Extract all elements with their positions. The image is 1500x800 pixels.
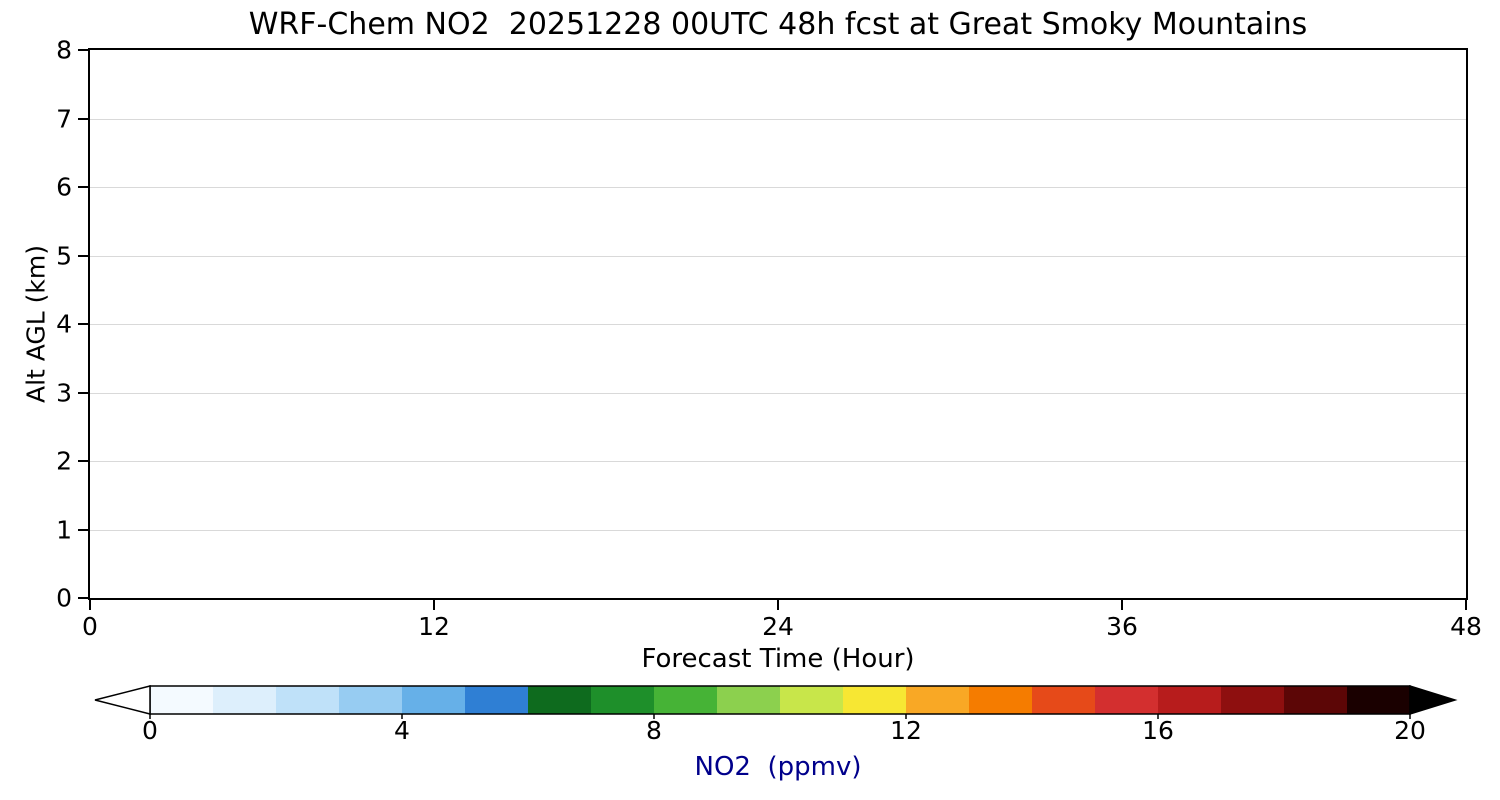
colorbar-label: NO2 (ppmv)	[694, 752, 862, 782]
colorbar-segment	[654, 686, 718, 714]
colorbar-tick-label: 0	[142, 716, 158, 745]
colorbar-segment	[1221, 686, 1285, 714]
colorbar-segment	[969, 686, 1033, 714]
y-tick-label: 0	[56, 583, 72, 613]
x-tick-label: 36	[1106, 612, 1138, 641]
colorbar-under-arrow	[94, 685, 151, 715]
colorbar-tick-label: 16	[1142, 716, 1174, 745]
colorbar-segment	[906, 686, 970, 714]
colorbar-segment	[1347, 686, 1411, 714]
y-tick-mark	[78, 392, 88, 394]
x-tick-label: 0	[82, 612, 98, 641]
colorbar-segment	[1095, 686, 1159, 714]
y-tick-label: 6	[56, 172, 72, 202]
x-tick-label: 12	[418, 612, 450, 641]
x-axis-label: Forecast Time (Hour)	[641, 644, 915, 674]
colorbar-tick-label: 12	[890, 716, 922, 745]
colorbar-segment	[843, 686, 907, 714]
colorbar-segment	[339, 686, 403, 714]
x-tick-mark	[1121, 600, 1123, 610]
colorbar-tick-label: 4	[394, 716, 410, 745]
gridline-y-4	[90, 324, 1466, 325]
colorbar-segment	[150, 686, 214, 714]
x-tick-label: 24	[762, 612, 794, 641]
y-tick-mark	[78, 118, 88, 120]
colorbar-segment	[465, 686, 529, 714]
colorbar-segment	[276, 686, 340, 714]
gridline-y-7	[90, 119, 1466, 120]
chart-title: WRF-Chem NO2 20251228 00UTC 48h fcst at …	[248, 7, 1308, 42]
gridline-y-1	[90, 530, 1466, 531]
y-tick-label: 5	[56, 241, 72, 271]
y-tick-mark	[78, 49, 88, 51]
colorbar-segment	[1284, 686, 1348, 714]
y-tick-label: 3	[56, 378, 72, 408]
x-tick-mark	[777, 600, 779, 610]
y-tick-mark	[78, 323, 88, 325]
gridline-y-5	[90, 256, 1466, 257]
colorbar-segment	[1032, 686, 1096, 714]
colorbar-tick-label: 8	[646, 716, 662, 745]
y-tick-mark	[78, 529, 88, 531]
gridline-y-2	[90, 461, 1466, 462]
x-tick-mark	[433, 600, 435, 610]
gridline-y-3	[90, 393, 1466, 394]
colorbar-segment	[528, 686, 592, 714]
x-tick-mark	[89, 600, 91, 610]
colorbar-segment	[780, 686, 844, 714]
y-tick-mark	[78, 597, 88, 599]
colorbar-tick-label: 20	[1394, 716, 1426, 745]
x-tick-label: 48	[1450, 612, 1482, 641]
colorbar	[94, 684, 1458, 719]
colorbar-segment	[402, 686, 466, 714]
y-tick-label: 8	[56, 35, 72, 65]
y-tick-label: 4	[56, 309, 72, 339]
colorbar-segment	[213, 686, 277, 714]
y-tick-label: 7	[56, 104, 72, 134]
y-tick-mark	[78, 186, 88, 188]
x-tick-mark	[1465, 600, 1467, 610]
gridline-y-6	[90, 187, 1466, 188]
colorbar-segment	[1158, 686, 1222, 714]
y-tick-mark	[78, 460, 88, 462]
y-tick-mark	[78, 255, 88, 257]
y-tick-label: 1	[56, 515, 72, 545]
y-tick-label: 2	[56, 446, 72, 476]
colorbar-segment	[591, 686, 655, 714]
colorbar-segment	[717, 686, 781, 714]
plot-area	[88, 48, 1468, 600]
colorbar-over-arrow	[1409, 684, 1458, 716]
